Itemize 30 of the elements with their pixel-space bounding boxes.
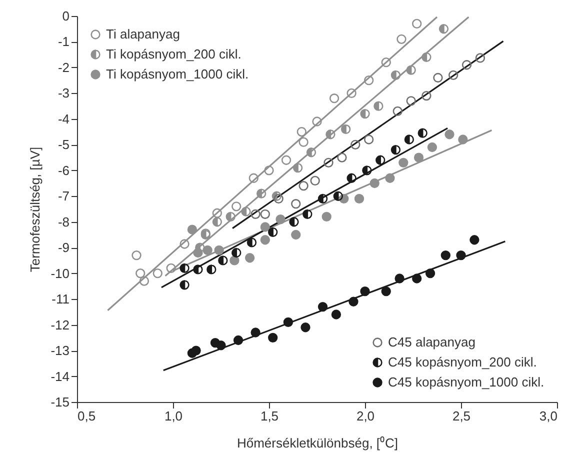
x-tick-label: 2,5: [452, 408, 471, 424]
x-tick-label: 1,0: [164, 408, 183, 424]
x-tick-label: 0,5: [78, 408, 96, 424]
y-axis-title: Termofeszültség, [µV]: [28, 146, 43, 272]
x-axis-title: Hőmérsékletkülönbség, [⁰C]: [236, 436, 398, 450]
y-tick-label: -2: [58, 60, 70, 75]
y-tick-label: -1: [58, 34, 70, 50]
y-tick-label: 0: [62, 8, 70, 24]
legend-label: C45 kopásnyom_1000 cikl.: [388, 374, 544, 390]
y-tick-label: -10: [50, 266, 70, 281]
y-tick-label: -4: [58, 111, 70, 126]
y-tick-label: -6: [58, 162, 70, 178]
x-tick-label: 3,0: [539, 408, 558, 424]
legend-label: C45 kopásnyom_200 cikl.: [388, 354, 537, 370]
y-tick-label: -13: [50, 343, 70, 358]
y-tick-label: -15: [50, 394, 70, 410]
legend-label: Ti alapanyag: [106, 26, 180, 42]
y-tick-label: -11: [52, 292, 70, 307]
y-tick-label: -7: [58, 188, 70, 204]
x-tick-label: 1,5: [260, 408, 279, 424]
y-tick-label: -9: [58, 240, 70, 256]
y-tick-label: -5: [58, 137, 70, 152]
y-tick-label: -14: [50, 368, 70, 384]
y-tick-label: -8: [58, 214, 70, 230]
legend-label: Ti kopásnyom_200 cikl.: [106, 46, 242, 62]
y-tick-label: -12: [50, 317, 70, 332]
legend-label: Ti kopásnyom_1000 cikl.: [106, 66, 249, 82]
legend-label: C45 alapanyag: [388, 334, 476, 350]
x-tick-label: 2,0: [356, 408, 375, 424]
y-tick-label: -3: [58, 86, 70, 101]
